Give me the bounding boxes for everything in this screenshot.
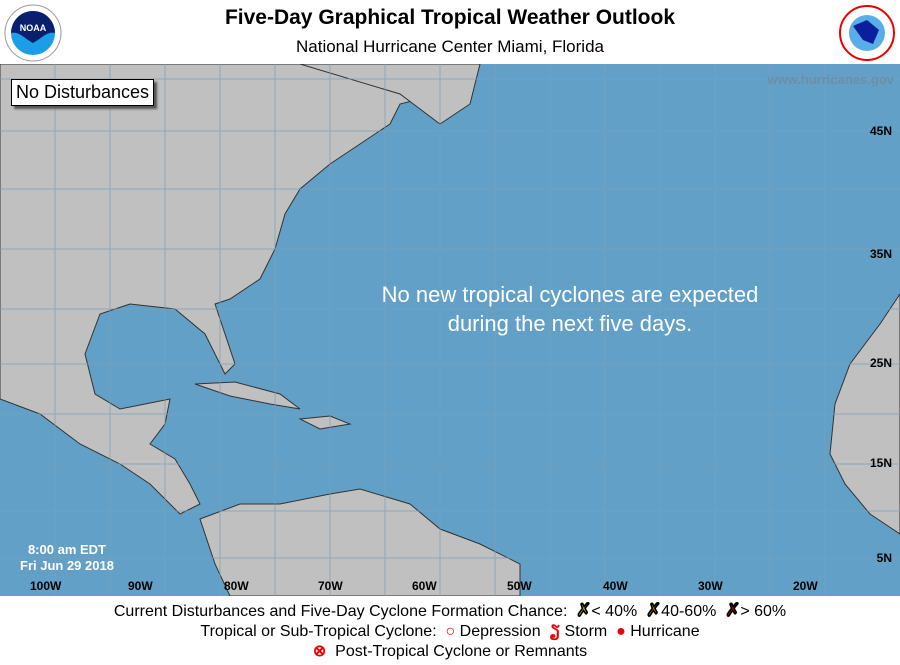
lat-label: 45N (869, 124, 892, 138)
x-yellow-icon: ✗ (576, 600, 592, 621)
legend-formation-chance: Current Disturbances and Five-Day Cyclon… (0, 600, 900, 621)
lon-label: 80W (224, 579, 249, 593)
status-box: No Disturbances (11, 79, 155, 106)
website-label: www.hurricanes.gov (767, 72, 894, 87)
message-line: No new tropical cyclones are expected (381, 282, 759, 307)
lon-label: 100W (30, 579, 62, 593)
lat-label: 15N (869, 456, 892, 470)
lon-label: 20W (793, 579, 818, 593)
message-line: during the next five days. (447, 311, 693, 336)
legend-cyclone: Tropical or Sub-Tropical Cyclone: ○ Depr… (0, 621, 900, 641)
legend-hurricane: Hurricane (630, 623, 700, 640)
legend-label: Tropical or Sub-Tropical Cyclone: (200, 623, 437, 640)
lat-lon-grid (0, 64, 900, 596)
legend-low: < 40% (591, 603, 638, 620)
legend-depression: Depression (459, 623, 541, 640)
legend-high: > 60% (740, 603, 787, 620)
time-label: 8:00 am EDT (27, 542, 106, 557)
storm-icon: ຽ (549, 623, 561, 640)
nws-logo (839, 5, 895, 61)
outlook-message: No new tropical cyclones are expected dur… (320, 280, 820, 338)
map: No Disturbances www.hurricanes.gov No ne… (0, 64, 900, 596)
lon-label: 50W (507, 579, 532, 593)
lon-label: 60W (412, 579, 437, 593)
x-red-icon: ✗ (725, 600, 741, 621)
lat-label: 5N (876, 551, 892, 565)
page-title: Five-Day Graphical Tropical Weather Outl… (224, 6, 676, 29)
date-label: Fri Jun 29 2018 (20, 558, 114, 573)
legend-label: Current Disturbances and Five-Day Cyclon… (113, 603, 568, 620)
lat-label: 25N (869, 356, 892, 370)
lon-label: 40W (603, 579, 628, 593)
hurricane-icon: ● (616, 623, 626, 640)
issue-time: 8:00 am EDT Fri Jun 29 2018 (20, 542, 114, 574)
legend-mid: 40-60% (661, 603, 717, 620)
map-graphic (0, 64, 900, 596)
noaa-logo: NOAA (4, 4, 62, 62)
lon-label: 90W (128, 579, 153, 593)
svg-text:NOAA: NOAA (20, 23, 47, 33)
header: NOAA Five-Day Graphical Tropical Weather… (0, 0, 900, 64)
lat-label: 35N (869, 247, 892, 261)
x-orange-icon: ✗ (646, 600, 662, 621)
legend-post-tropical-label: Post-Tropical Cyclone or Remnants (335, 643, 588, 660)
depression-icon: ○ (445, 623, 456, 640)
legend-post-tropical: ⊗ Post-Tropical Cyclone or Remnants (0, 641, 900, 661)
lon-label: 30W (698, 579, 723, 593)
page-subtitle: National Hurricane Center Miami, Florida (295, 37, 604, 56)
legend-storm: Storm (564, 623, 608, 640)
lon-label: 70W (318, 579, 343, 593)
post-tropical-icon: ⊗ (312, 643, 327, 660)
